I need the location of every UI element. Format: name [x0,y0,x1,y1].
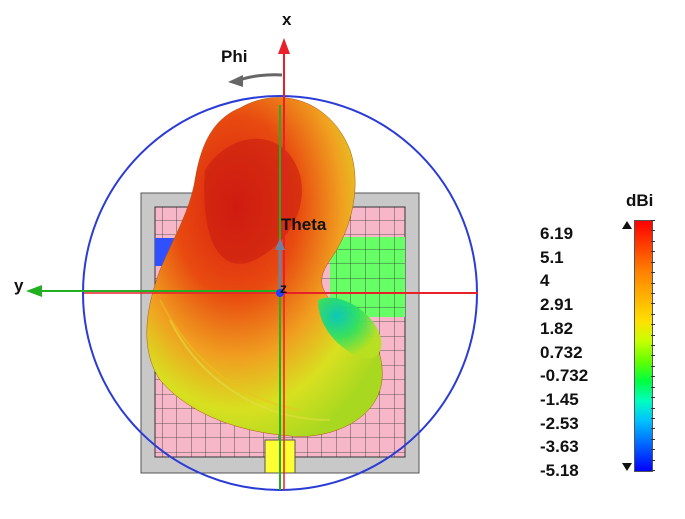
phi-arc [239,73,283,82]
colorbar-tick [651,470,655,471]
legend-unit-label: dBi [626,191,654,210]
x-axis-label: x [282,10,292,29]
legend-value: 4 [540,271,550,291]
colorbar-tick [651,230,655,232]
colorbar-min-arrow-icon [622,463,632,471]
colorbar-tick [651,438,655,440]
colorbar-tick [651,386,655,388]
origin-point [276,289,284,297]
legend-value: -5.18 [540,461,579,481]
legend-value: 2.91 [540,295,574,315]
colorbar-tick [651,292,655,294]
colorbar-tick [651,365,655,367]
colorbar-tick [651,240,655,242]
colorbar-tick [651,449,655,451]
y-axis-label: y [14,276,24,295]
z-axis-label: z [280,280,287,296]
color-scale-bar [634,220,653,472]
colorbar-tick [651,261,655,263]
colorbar-tick [651,272,655,274]
legend-value: 0.732 [540,342,583,362]
x-axis-arrow [278,38,290,54]
legend-value: -0.732 [540,366,589,386]
legend-value: -3.63 [540,437,579,457]
colorbar-tick [651,459,655,461]
legend-value: 6.19 [540,224,574,243]
colorbar-tick [651,282,655,284]
legend-value: -2.53 [540,413,579,433]
y-axis-arrow [26,285,42,297]
colorbar-tick [651,397,655,399]
colorbar-tick [651,345,655,346]
theta-label: Theta [281,215,327,234]
colorbar-tick [651,220,655,221]
colorbar-tick [651,334,655,336]
legend-value: 1.82 [540,318,574,338]
colorbar-tick [651,251,655,253]
colorbar-tick [651,428,655,430]
colorbar-tick [651,303,655,305]
radiation-lobe-notch [318,297,382,359]
legend-value: -1.45 [540,389,579,409]
legend-value: 5.1 [540,247,564,267]
colorbar-tick [651,407,655,409]
colorbar-tick [651,324,655,326]
colorbar-tick [651,417,655,419]
phi-arrow-icon [228,75,243,87]
colorbar-tick [651,376,655,378]
phi-label: Phi [221,47,248,66]
colorbar-tick [651,313,655,315]
colorbar-tick [651,355,655,357]
colorbar-max-arrow-icon [622,221,632,229]
legend-values: 6.19 5.1 4 2.91 1.82 0.732 -0.732 -1.45 … [540,222,620,483]
